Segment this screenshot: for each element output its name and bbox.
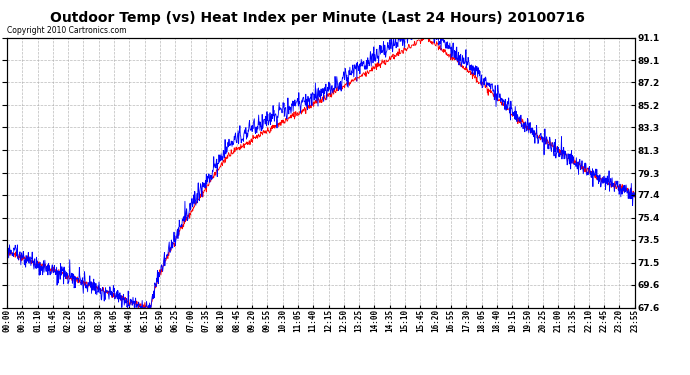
- Text: Outdoor Temp (vs) Heat Index per Minute (Last 24 Hours) 20100716: Outdoor Temp (vs) Heat Index per Minute …: [50, 11, 585, 25]
- Text: Copyright 2010 Cartronics.com: Copyright 2010 Cartronics.com: [7, 26, 126, 35]
